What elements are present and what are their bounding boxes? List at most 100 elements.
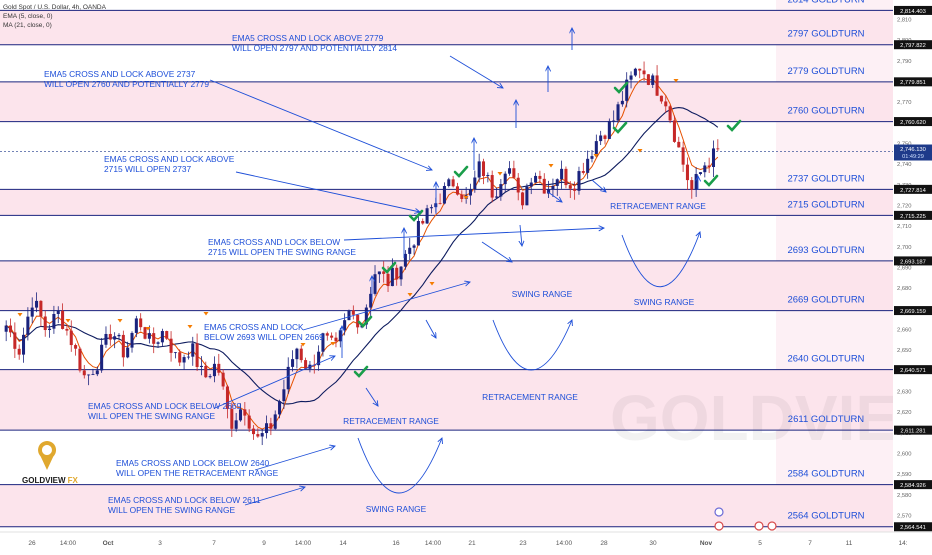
candle-body bbox=[442, 186, 446, 204]
candle-body bbox=[685, 164, 689, 181]
check-icon bbox=[353, 365, 369, 378]
candle-body bbox=[707, 165, 711, 168]
candle-body bbox=[564, 168, 568, 186]
check-icon bbox=[408, 209, 424, 222]
range-band bbox=[0, 369, 893, 431]
candle-body bbox=[694, 173, 698, 190]
candle-body bbox=[204, 365, 208, 378]
signal-triangle-icon bbox=[17, 313, 23, 317]
candle-body bbox=[356, 314, 360, 328]
event-flag-icon[interactable] bbox=[767, 521, 777, 531]
annotation-arrow bbox=[302, 282, 470, 331]
time-tick: 11 bbox=[846, 540, 853, 547]
candle-body bbox=[620, 100, 624, 105]
candle-body bbox=[195, 343, 199, 368]
candle-body bbox=[165, 331, 169, 339]
price-tick: 2,680 bbox=[897, 286, 912, 292]
time-tick: 26 bbox=[28, 540, 36, 547]
time-tick: 14:00 bbox=[425, 540, 442, 547]
time-tick: 5 bbox=[758, 540, 762, 547]
candle-body bbox=[87, 374, 91, 376]
swing-curve-arrow bbox=[357, 438, 442, 494]
time-tick: Nov bbox=[700, 540, 713, 547]
time-tick: 14:00 bbox=[295, 540, 312, 547]
candle-body bbox=[416, 221, 420, 246]
price-label-text: 2,611.281 bbox=[900, 429, 925, 435]
candle-body bbox=[612, 120, 616, 122]
event-flag-icon[interactable] bbox=[714, 507, 724, 517]
candle-body bbox=[429, 207, 433, 209]
candle-body bbox=[104, 333, 108, 345]
candle-body bbox=[603, 135, 607, 139]
event-flag-icon[interactable] bbox=[754, 521, 764, 531]
candle-body bbox=[108, 333, 112, 340]
candle-body bbox=[182, 357, 186, 363]
annotation-text: EMA5 CROSS AND LOCK ABOVE 2779 WILL OPEN … bbox=[232, 33, 397, 53]
time-tick: 14: bbox=[898, 540, 907, 547]
level-label: 2760 GOLDTURN bbox=[787, 106, 864, 117]
candle-body bbox=[555, 179, 559, 186]
candle-body bbox=[221, 372, 225, 387]
candle-body bbox=[534, 175, 538, 183]
candle-body bbox=[199, 365, 203, 368]
level-label: 2715 GOLDTURN bbox=[787, 199, 864, 210]
event-flag-icon[interactable] bbox=[714, 521, 724, 531]
level-label: 2814 GOLDTURN bbox=[787, 0, 864, 5]
level-label: 2669 GOLDTURN bbox=[787, 295, 864, 306]
candle-body bbox=[273, 414, 277, 429]
candle-body bbox=[460, 194, 464, 199]
range-label: SWING RANGE bbox=[634, 297, 695, 307]
candle-body bbox=[577, 171, 581, 191]
signal-markers bbox=[17, 79, 742, 378]
time-tick: 3 bbox=[158, 540, 162, 547]
candle-body bbox=[269, 423, 273, 429]
check-icon bbox=[357, 315, 373, 328]
candle-body bbox=[17, 348, 21, 355]
candle-body bbox=[594, 141, 598, 157]
ema-legend: EMA (5, close, 0) bbox=[3, 13, 53, 20]
candle-body bbox=[265, 423, 269, 434]
check-icon bbox=[703, 174, 719, 187]
candle-body bbox=[282, 389, 286, 402]
candle-body bbox=[113, 336, 117, 340]
candle-body bbox=[455, 186, 459, 195]
price-tick: 2,740 bbox=[897, 162, 912, 168]
candle-body bbox=[247, 415, 251, 429]
check-icon bbox=[613, 81, 629, 94]
candle-body bbox=[711, 148, 716, 168]
range-label: RETRACEMENT RANGE bbox=[482, 392, 578, 402]
annotation-text: EMA5 CROSS AND LOCK BELOW 2611 WILL OPEN … bbox=[108, 495, 261, 515]
candle-body bbox=[152, 333, 156, 344]
candle-body bbox=[238, 409, 243, 421]
candle-body bbox=[481, 161, 486, 177]
candle-body bbox=[126, 347, 130, 358]
candle-body bbox=[69, 330, 73, 346]
price-tick: 2,590 bbox=[897, 472, 912, 478]
candle-body bbox=[521, 192, 525, 206]
annotation-arrow bbox=[235, 171, 420, 212]
annotation-arrow bbox=[591, 179, 606, 192]
candle-body bbox=[343, 320, 347, 331]
check-icon bbox=[381, 261, 397, 274]
annotation-arrow bbox=[481, 241, 512, 262]
candle-body bbox=[43, 316, 47, 331]
price-tick: 2,660 bbox=[897, 327, 912, 333]
time-tick: 23 bbox=[519, 540, 527, 547]
price-label-text: 2,640.571 bbox=[900, 368, 926, 374]
candle-body bbox=[217, 363, 221, 373]
check-icon bbox=[612, 121, 628, 134]
candle-body bbox=[321, 333, 325, 352]
candle-body bbox=[186, 356, 190, 358]
time-tick: 21 bbox=[468, 540, 476, 547]
candle-body bbox=[495, 196, 499, 198]
signal-triangle-icon bbox=[65, 319, 71, 323]
candle-body bbox=[408, 247, 412, 254]
candle-body bbox=[390, 267, 394, 287]
candle-body bbox=[225, 386, 229, 409]
annotation-arrow bbox=[214, 356, 335, 409]
candle-body bbox=[317, 351, 321, 366]
candle-body bbox=[139, 318, 143, 328]
time-tick: 14:00 bbox=[60, 540, 77, 547]
